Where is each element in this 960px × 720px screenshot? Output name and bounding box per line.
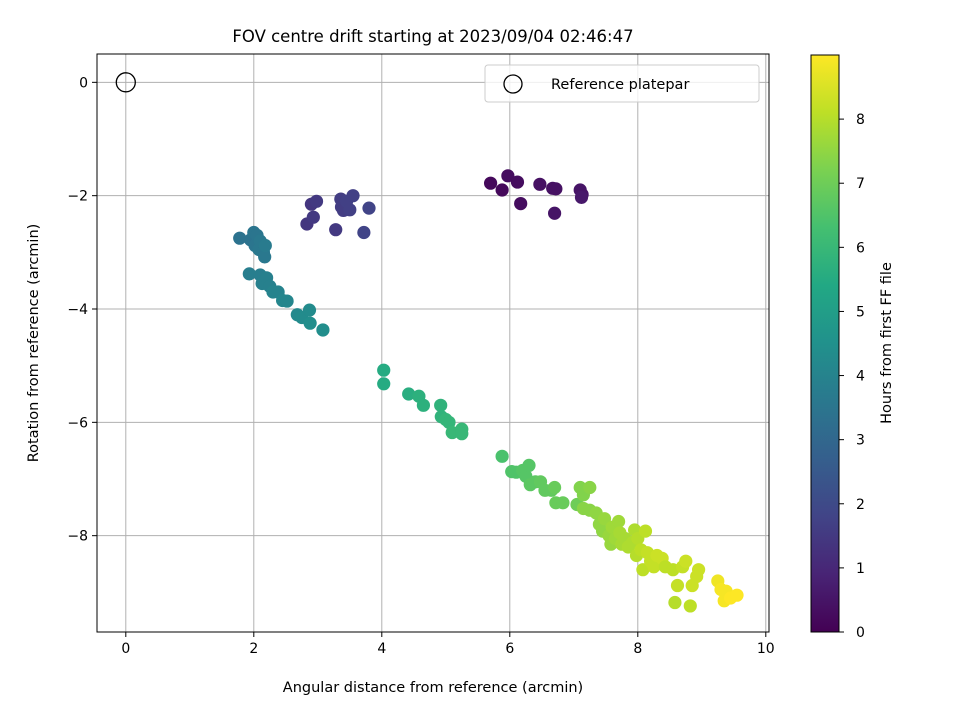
x-tick-label: 10 bbox=[757, 641, 775, 657]
data-point bbox=[455, 427, 469, 441]
data-point bbox=[548, 480, 562, 495]
reference-point bbox=[115, 72, 136, 93]
x-tick-label: 2 bbox=[249, 641, 258, 657]
x-tick-label: 0 bbox=[121, 641, 130, 657]
data-point bbox=[357, 225, 371, 240]
plot-frame bbox=[96, 53, 770, 633]
data-point bbox=[679, 554, 693, 568]
data-point bbox=[638, 524, 653, 538]
data-point bbox=[258, 238, 272, 253]
data-point bbox=[303, 316, 317, 330]
data-point bbox=[302, 303, 317, 317]
y-tick-label: −8 bbox=[67, 529, 88, 545]
data-point bbox=[510, 175, 525, 189]
data-point bbox=[683, 599, 697, 613]
y-tick-label: −6 bbox=[67, 415, 88, 431]
colorbar-tick-label: 0 bbox=[856, 625, 865, 641]
colorbar-tick-label: 7 bbox=[856, 176, 865, 192]
data-point bbox=[233, 231, 247, 245]
x-tick-label: 6 bbox=[505, 641, 514, 657]
data-point bbox=[416, 398, 430, 412]
data-point bbox=[442, 415, 456, 429]
data-point bbox=[329, 223, 343, 237]
data-point bbox=[597, 512, 612, 526]
data-point bbox=[692, 563, 706, 577]
colorbar-label: Hours from first FF file bbox=[879, 262, 895, 424]
data-point bbox=[556, 496, 570, 510]
chart-title: FOV centre drift starting at 2023/09/04 … bbox=[232, 27, 633, 46]
y-tick-label: −2 bbox=[67, 189, 88, 205]
grid bbox=[97, 54, 769, 632]
data-point bbox=[495, 449, 509, 463]
y-axis-label: Rotation from reference (arcmin) bbox=[26, 224, 42, 463]
colorbar-tick-label: 5 bbox=[856, 304, 865, 320]
data-point bbox=[636, 563, 650, 577]
data-point bbox=[362, 201, 376, 215]
legend-box bbox=[484, 64, 760, 103]
data-point bbox=[730, 588, 744, 602]
colorbar-gradient bbox=[810, 54, 840, 633]
data-point bbox=[522, 458, 536, 472]
data-point bbox=[670, 578, 685, 593]
data-point bbox=[548, 206, 562, 220]
x-tick-label: 4 bbox=[377, 641, 386, 657]
data-point bbox=[647, 560, 661, 574]
y-tick-label: −4 bbox=[67, 302, 88, 318]
data-point bbox=[583, 480, 597, 495]
data-point bbox=[258, 250, 272, 264]
data-point bbox=[377, 377, 391, 391]
data-point bbox=[668, 595, 682, 610]
colorbar-tick-label: 8 bbox=[856, 112, 865, 128]
reference-marker bbox=[115, 72, 136, 93]
data-point bbox=[533, 177, 547, 191]
data-point bbox=[242, 267, 256, 281]
data-point bbox=[309, 194, 324, 208]
data-point bbox=[484, 176, 498, 190]
colorbar-tick-label: 3 bbox=[856, 433, 865, 449]
x-tick-label: 8 bbox=[633, 641, 642, 657]
data-point bbox=[434, 398, 448, 412]
data-point bbox=[495, 183, 509, 197]
data-point bbox=[316, 323, 330, 337]
colorbar-tick-label: 4 bbox=[856, 369, 865, 385]
data-point bbox=[514, 197, 528, 211]
data-point bbox=[402, 387, 416, 401]
data-point bbox=[306, 210, 320, 224]
legend: Reference platepar bbox=[484, 64, 760, 103]
colorbar-tick-label: 2 bbox=[856, 497, 865, 513]
x-axis: 0 2 4 6 8 10 bbox=[121, 632, 775, 657]
x-axis-label: Angular distance from reference (arcmin) bbox=[283, 680, 583, 696]
data-point bbox=[549, 182, 563, 196]
data-point bbox=[501, 169, 515, 183]
data-point bbox=[612, 514, 626, 529]
data-point bbox=[280, 294, 294, 308]
colorbar-tick-label: 1 bbox=[856, 561, 865, 577]
y-tick-label: 0 bbox=[79, 75, 88, 91]
legend-marker-icon bbox=[503, 74, 523, 94]
data-points bbox=[233, 169, 744, 613]
colorbar: 0 1 2 3 4 5 6 7 8 Hours from first FF file bbox=[810, 54, 895, 641]
data-point bbox=[346, 189, 360, 203]
y-axis: 0 −2 −4 −6 −8 bbox=[67, 75, 97, 545]
data-point bbox=[574, 190, 589, 204]
legend-label: Reference platepar bbox=[551, 77, 689, 93]
colorbar-ticks: 0 1 2 3 4 5 6 7 8 bbox=[839, 112, 865, 641]
data-point bbox=[343, 203, 357, 217]
colorbar-tick-label: 6 bbox=[856, 240, 865, 256]
data-point bbox=[377, 363, 391, 377]
